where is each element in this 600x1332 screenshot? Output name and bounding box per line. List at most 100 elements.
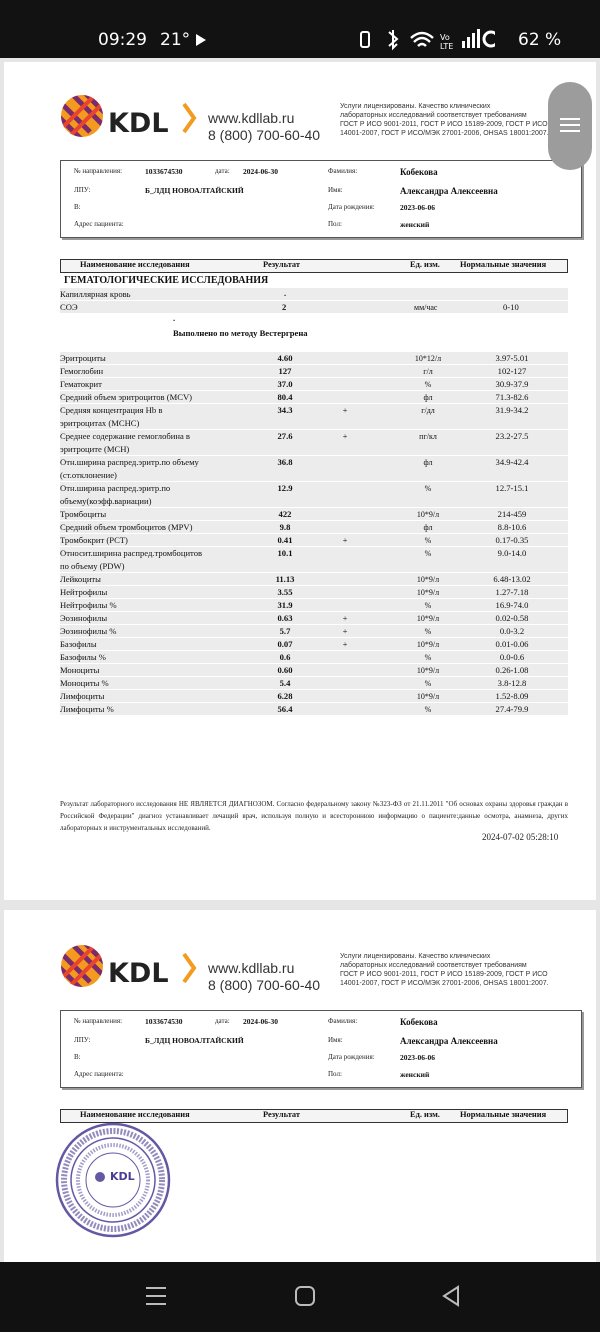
norm: 0.26-1.08 [495, 665, 529, 675]
test-name: СОЭ [60, 302, 78, 312]
result: . [284, 288, 287, 298]
brand: KDL [108, 958, 169, 989]
status-bar [0, 0, 600, 58]
flag: + [342, 639, 348, 649]
unit: % [424, 653, 432, 662]
nav-buttons[interactable] [140, 1284, 480, 1310]
test-name: Отн.ширина распред.эритр.по объему [60, 457, 199, 467]
label: Пол: [328, 1070, 342, 1078]
label: Дата рождения: [328, 1053, 375, 1061]
row-bg [60, 482, 568, 507]
column-header: Результат [263, 260, 300, 269]
test-name: (ст.отклонение) [60, 470, 117, 480]
label: дата: [215, 1017, 230, 1025]
patient-box [60, 1010, 582, 1088]
patient-box [60, 160, 582, 238]
label: Имя: [328, 186, 343, 194]
result: 2 [282, 302, 287, 312]
label: № направления: [74, 167, 123, 175]
norm: 9.0-14.0 [497, 548, 527, 558]
test-name: объему(коэфф.вариации) [60, 496, 152, 506]
phone: 8 (800) 700-60-40 [208, 977, 321, 993]
label: Адрес пациента: [74, 1070, 124, 1078]
timestamp: 2024-07-02 05:28:10 [482, 832, 559, 842]
license-line: лабораторных исследований соответствует … [340, 112, 527, 119]
norm: 0.0-0.6 [499, 652, 525, 662]
unit: % [424, 627, 432, 636]
test-name: Средняя концентрация Hb в [60, 405, 163, 415]
column-header: Нормальные значения [460, 260, 547, 269]
row-bg [60, 599, 568, 611]
unit: 10*9/л [416, 692, 440, 701]
svg-text:LTE: LTE [440, 42, 453, 51]
nav-bar [0, 1262, 600, 1332]
test-name: Нейтрофилы [60, 587, 108, 597]
row-bg [60, 703, 568, 715]
unit: % [424, 679, 432, 688]
mark: . [173, 313, 176, 323]
row-bg [60, 573, 568, 585]
test-name: эритроците (MCH) [60, 444, 130, 454]
norm: 102-127 [497, 366, 527, 376]
result: 80.4 [277, 392, 293, 402]
license-line: Услуги лицензированы. Качество клиническ… [340, 953, 491, 960]
unit: г/дл [421, 406, 435, 415]
label: ЛПУ: [74, 186, 91, 194]
column-header: Ед. изм. [410, 1110, 440, 1119]
value: Александра Алексеевна [400, 186, 498, 196]
value: женский [400, 220, 430, 229]
test-name: Тромбокрит (PCT) [60, 535, 128, 545]
value: 2024-06-30 [243, 1017, 278, 1026]
license-line: ГОСТ Р ИСО 9001-2011, ГОСТ Р ИСО 15189-2… [340, 971, 548, 978]
norm: 12.7-15.1 [495, 483, 529, 493]
row-bg [60, 638, 568, 650]
norm: 31.9-34.2 [495, 405, 529, 415]
unit: 10*9/л [416, 614, 440, 623]
test-name: Эозинофилы % [60, 626, 117, 636]
test-name: Эритроциты [60, 353, 106, 363]
value: Александра Алексеевна [400, 1036, 498, 1046]
unit: 10*9/л [416, 666, 440, 675]
unit: 10*12/л [414, 354, 442, 363]
test-name: Гемоглобин [60, 366, 104, 376]
unit: % [424, 536, 432, 545]
label: Фамилия: [328, 167, 358, 175]
scroll-handle[interactable] [548, 82, 592, 170]
website: www.kdllab.ru [208, 110, 295, 126]
column-header: Наименование исследования [80, 1110, 190, 1119]
section-title: ГЕМАТОЛОГИЧЕСКИЕ ИССЛЕДОВАНИЯ [64, 275, 269, 286]
norm: 30.9-37.9 [495, 379, 529, 389]
result: 5.7 [279, 626, 291, 636]
value: 1033674530 [145, 167, 183, 176]
norm: 1.52-8.09 [495, 691, 529, 701]
test-name: Базофилы % [60, 652, 106, 662]
result: 6.28 [277, 691, 293, 701]
result: 0.07 [277, 639, 293, 649]
label: Адрес пациента: [74, 220, 124, 228]
result: 4.60 [277, 353, 293, 363]
value: 2023-06-06 [400, 203, 435, 212]
unit: г/л [423, 367, 433, 376]
norm: 27.4-79.9 [495, 704, 529, 714]
flag: + [342, 431, 348, 441]
status-icons: Vo LTE [360, 29, 495, 51]
license-line: 14001-2007, ГОСТ Р ИСО/МЭК 27001-2006, O… [340, 130, 549, 137]
value: Кобекова [400, 1017, 438, 1027]
row-bg [60, 378, 568, 390]
unit: 10*9/л [416, 575, 440, 584]
norm: 8.8-10.6 [497, 522, 527, 532]
result: 31.9 [277, 600, 293, 610]
row-bg [60, 677, 568, 689]
result: 0.6 [279, 652, 291, 662]
battery-level: 62 % [518, 30, 562, 50]
result: 56.4 [277, 704, 293, 714]
flag: + [342, 626, 348, 636]
value: женский [400, 1070, 430, 1079]
value: 2023-06-06 [400, 1053, 435, 1062]
result: 127 [278, 366, 292, 376]
norm: 0.02-0.58 [495, 613, 529, 623]
unit: % [424, 549, 432, 558]
row-bg [60, 404, 568, 429]
play-icon [196, 34, 206, 46]
row-bg [60, 456, 568, 481]
